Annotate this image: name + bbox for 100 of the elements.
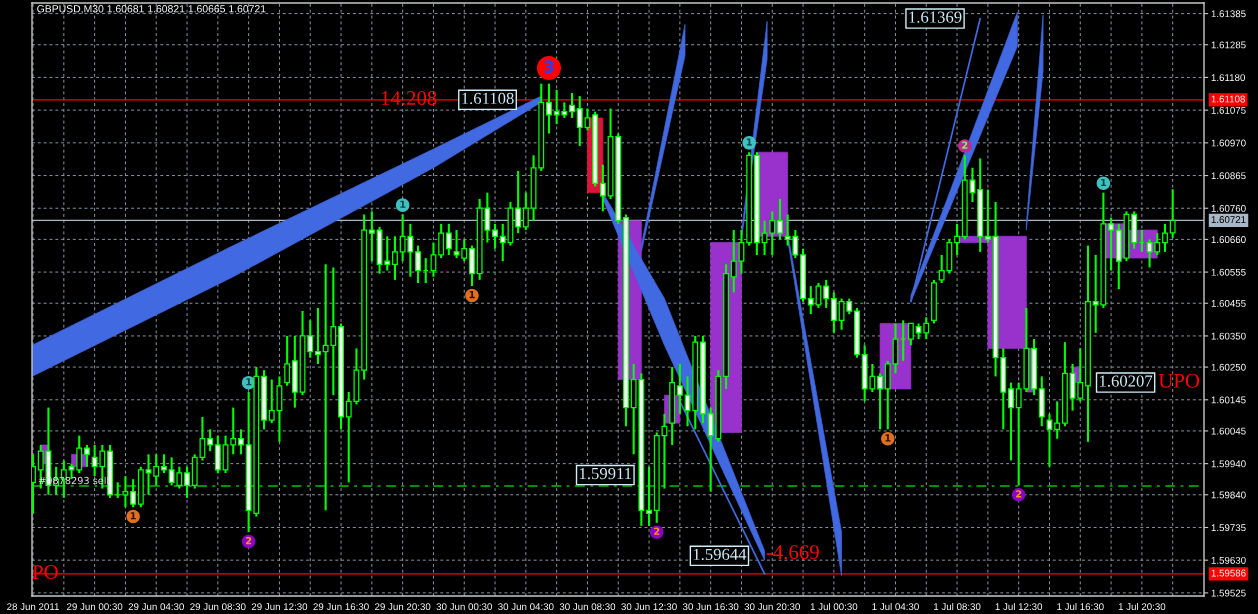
candlestick	[368, 210, 375, 263]
candlestick	[315, 306, 321, 366]
x-tick-label: 30 Jun 04:30	[498, 603, 554, 611]
x-tick-label: 1 Jul 16:30	[1057, 602, 1104, 611]
y-tick-label: 1.60865	[1211, 172, 1246, 180]
candlestick	[1046, 412, 1053, 468]
annotation: 2	[246, 536, 252, 545]
candlestick	[184, 465, 190, 499]
annotation: 1	[246, 378, 252, 386]
annotation: 1	[746, 138, 752, 146]
y-tick-label: 1.60660	[1211, 236, 1246, 244]
annotation: 1	[1101, 178, 1107, 187]
annotation: 1	[400, 200, 406, 208]
candlestick	[145, 453, 152, 496]
x-tick-label: 1 Jul 00:30	[810, 602, 858, 611]
candlestick	[160, 453, 167, 475]
y-tick-label: 1.61180	[1211, 74, 1245, 82]
x-tick-label: 29 Jun 04:30	[128, 603, 184, 611]
y-tick-label: 1.59735	[1211, 524, 1246, 532]
y-tick-label: 1.60045	[1211, 427, 1246, 435]
candlestick	[777, 197, 783, 241]
candlestick	[954, 222, 961, 256]
y-tick-label: 1.59630	[1211, 556, 1246, 564]
candlestick	[430, 241, 437, 278]
candlestick	[238, 428, 244, 456]
annotation: 2	[654, 527, 660, 535]
candlestick	[438, 222, 445, 260]
candlestick	[984, 188, 991, 244]
annotation: 1	[130, 512, 136, 520]
candlestick	[1008, 381, 1014, 462]
candlestick	[646, 465, 652, 527]
annotation: 2	[1016, 490, 1022, 498]
annotation: UPO	[1158, 373, 1200, 388]
candlestick	[284, 334, 291, 387]
candlestick	[392, 235, 398, 281]
y-tick-label: 1.59940	[1211, 460, 1246, 468]
candlestick	[230, 406, 237, 456]
candlestick	[76, 434, 83, 475]
y-tick-label: 1.60555	[1211, 268, 1246, 276]
candlestick	[1054, 400, 1061, 440]
candlestick	[130, 478, 137, 509]
y-tick-label: 1.59840	[1211, 491, 1246, 499]
candlestick	[492, 222, 498, 250]
candlestick	[569, 91, 575, 119]
annotation: 1.59644	[693, 548, 747, 561]
candlestick	[1162, 222, 1168, 253]
candlestick	[207, 428, 214, 453]
candlestick	[730, 229, 737, 294]
y-tick-label: 1.61385	[1211, 10, 1246, 18]
x-tick-label: 30 Jun 08:30	[559, 603, 616, 611]
candlestick	[877, 372, 884, 431]
x-tick-label: 29 Jun 20:30	[375, 603, 431, 611]
annotation: 1.61108	[462, 92, 514, 105]
y-tick-label: 1.59525	[1211, 589, 1246, 597]
chart-title: GBPUSD,M30 1.60681 1.60821 1.60665 1.60721	[37, 5, 266, 14]
annotation: 2	[962, 141, 968, 149]
annotation: 1.59911	[579, 468, 632, 480]
x-tick-label: 29 Jun 08:30	[190, 603, 246, 611]
candlestick	[1169, 188, 1176, 239]
x-tick-label: 29 Jun 16:30	[313, 603, 369, 611]
candlestick	[823, 278, 830, 309]
x-tick-label: 30 Jun 16:30	[682, 603, 739, 611]
candlestick	[445, 222, 452, 256]
candlestick	[830, 291, 837, 334]
y-tick-label: 1.60350	[1211, 332, 1246, 340]
y-tick-label: 1.60760	[1211, 204, 1246, 212]
y-tick-label: 1.61285	[1211, 41, 1246, 49]
candlestick	[807, 285, 814, 316]
candlestick	[676, 362, 683, 415]
x-tick-label: 30 Jun 12:30	[621, 603, 677, 611]
x-tick-label: 1 Jul 12:30	[995, 602, 1043, 611]
candlestick	[1108, 216, 1115, 272]
x-tick-label: 1 Jul 04:30	[872, 602, 919, 611]
candlestick	[153, 453, 160, 487]
y-tick-label: 1.60970	[1211, 139, 1246, 147]
x-tick-label: 29 Jun 00:30	[67, 603, 123, 611]
candlestick	[546, 82, 552, 135]
candlestick	[599, 163, 606, 213]
x-tick-label: 30 Jun 20:30	[744, 603, 800, 611]
annotation: 1.61369	[909, 11, 962, 23]
y-tick-label: 1.60145	[1211, 396, 1246, 404]
x-tick-label: 1 Jul 08:30	[934, 602, 981, 611]
annotation: -4.669	[766, 545, 819, 560]
ref-line-label: 1.59586	[1211, 569, 1246, 577]
candlestick	[415, 244, 421, 285]
y-tick-label: 1.60455	[1211, 299, 1246, 307]
x-tick-label: 1 Jul 20:30	[1118, 602, 1166, 611]
annotation: 1.60207	[1099, 375, 1153, 387]
ref-line-label: 1.60721	[1211, 216, 1246, 223]
candlestick	[83, 443, 90, 468]
x-tick-label: 29 Jun 12:30	[251, 603, 308, 611]
annotation: 3	[544, 60, 554, 73]
ref-line-label: 1.61108	[1211, 95, 1245, 103]
y-tick-label: 1.60250	[1211, 363, 1246, 371]
x-tick-label: 28 Jun 2011	[7, 603, 59, 611]
y-tick-label: 1.61075	[1211, 106, 1246, 114]
candlestick	[522, 191, 529, 232]
annotation: 1	[469, 291, 475, 299]
candlestick	[907, 322, 914, 347]
annotation: 1	[885, 434, 891, 442]
